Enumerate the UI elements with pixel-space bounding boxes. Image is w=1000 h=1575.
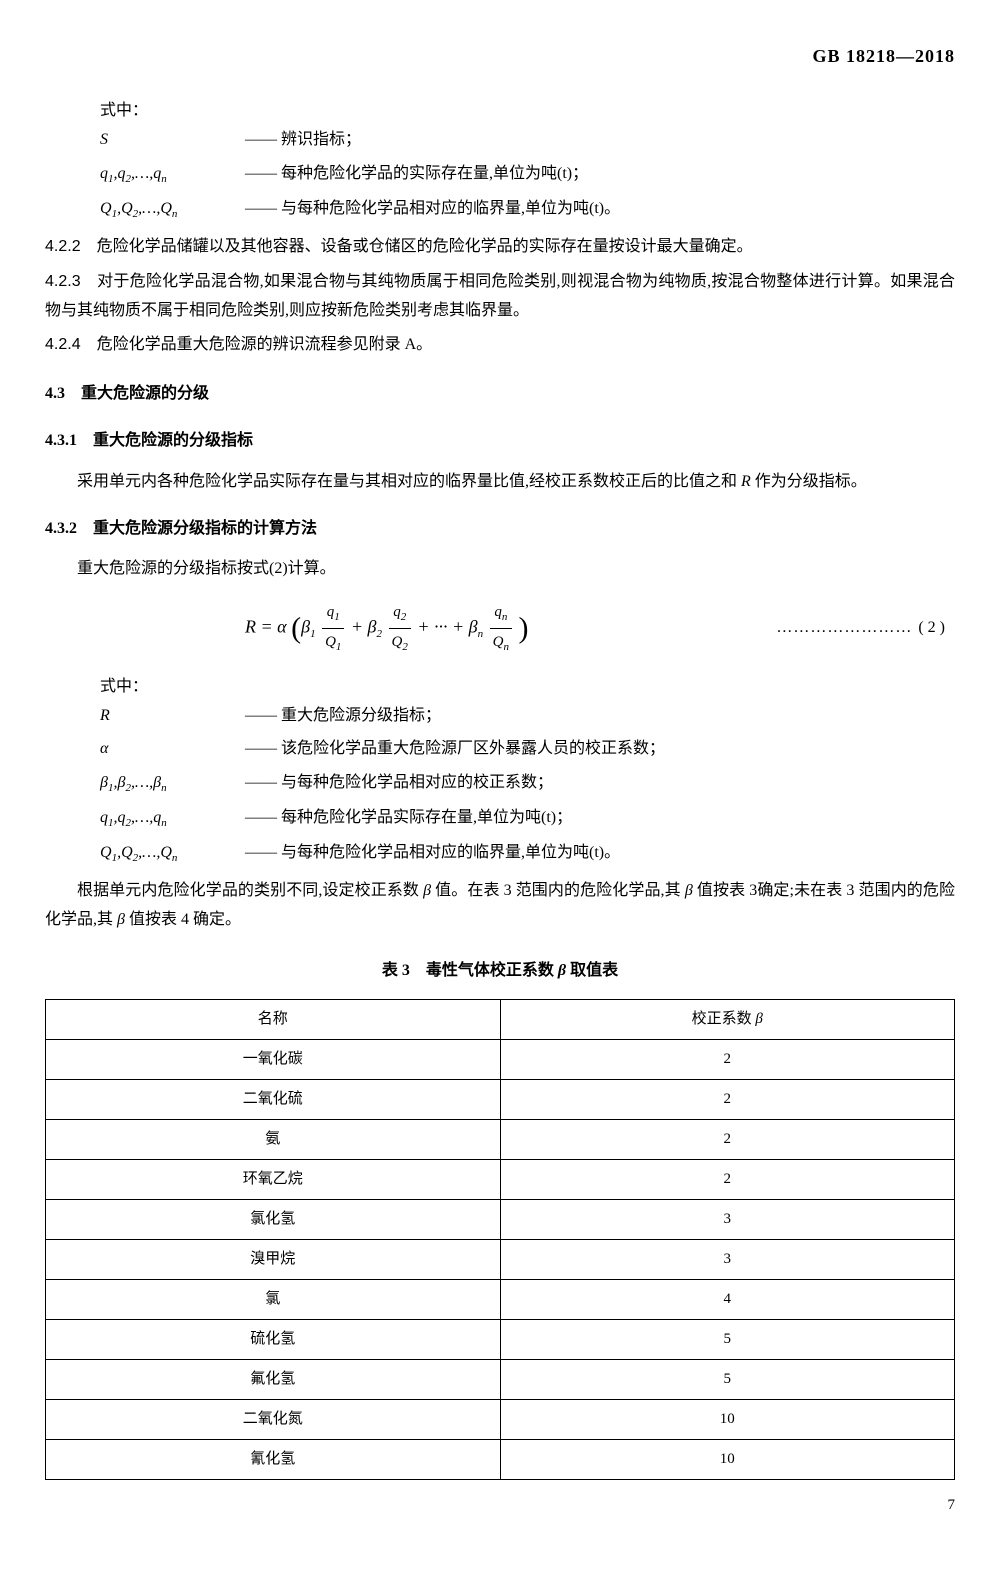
formula-number: ( 2 ) [918, 614, 955, 643]
def-text: ——与每种危险化学品相对应的校正系数； [245, 769, 553, 799]
page-number: 7 [45, 1492, 955, 1519]
standard-id: GB 18218—2018 [45, 40, 955, 72]
table-cell: 2 [500, 1080, 955, 1120]
defs-intro: 式中： [100, 97, 955, 126]
def-symbol: β1,β2,…,βn [100, 769, 245, 799]
section-4-3-2: 4.3.2 重大危险源分级指标的计算方法 [45, 515, 955, 544]
table-cell: 氰化氢 [46, 1440, 501, 1480]
table-row: 氨2 [46, 1120, 955, 1160]
table-row: 硫化氢5 [46, 1320, 955, 1360]
table-cell: 环氧乙烷 [46, 1160, 501, 1200]
table-row: 环氧乙烷2 [46, 1160, 955, 1200]
clause-4-2-4: 4.2.4 危险化学品重大危险源的辨识流程参见附录 A。 [45, 331, 955, 360]
table-header-row: 名称 校正系数 β [46, 1000, 955, 1040]
table-cell: 二氧化氮 [46, 1400, 501, 1440]
clause-4-2-2: 4.2.2 危险化学品储罐以及其他容器、设备或仓储区的危险化学品的实际存在量按设… [45, 233, 955, 262]
table-cell: 2 [500, 1120, 955, 1160]
def-row: q1,q2,…,qn ——每种危险化学品的实际存在量,单位为吨(t)； [100, 160, 955, 190]
para-4-3-1: 采用单元内各种危险化学品实际存在量与其相对应的临界量比值,经校正系数校正后的比值… [45, 468, 955, 497]
def-row: β1,β2,…,βn ——与每种危险化学品相对应的校正系数； [100, 769, 955, 799]
table-header: 校正系数 β [500, 1000, 955, 1040]
def-symbol: q1,q2,…,qn [100, 804, 245, 834]
table-row: 溴甲烷3 [46, 1240, 955, 1280]
table-cell: 氟化氢 [46, 1360, 501, 1400]
table-cell: 二氧化硫 [46, 1080, 501, 1120]
table-row: 二氧化硫2 [46, 1080, 955, 1120]
table-3: 名称 校正系数 β 一氧化碳2二氧化硫2氨2环氧乙烷2氯化氢3溴甲烷3氯4硫化氢… [45, 999, 955, 1480]
table-cell: 2 [500, 1040, 955, 1080]
table-header: 名称 [46, 1000, 501, 1040]
def-row: R ——重大危险源分级指标； [100, 702, 955, 731]
def-symbol: q1,q2,…,qn [100, 160, 245, 190]
table-cell: 一氧化碳 [46, 1040, 501, 1080]
table-cell: 4 [500, 1280, 955, 1320]
section-4-3: 4.3 重大危险源的分级 [45, 380, 955, 409]
table-cell: 5 [500, 1320, 955, 1360]
def-text: ——辨识指标； [245, 126, 361, 155]
table-cell: 3 [500, 1200, 955, 1240]
table-row: 氟化氢5 [46, 1360, 955, 1400]
def-row: α ——该危险化学品重大危险源厂区外暴露人员的校正系数； [100, 735, 955, 764]
def-row: q1,q2,…,qn ——每种危险化学品实际存在量,单位为吨(t)； [100, 804, 955, 834]
def-symbol: Q1,Q2,…,Qn [100, 195, 245, 225]
def-text: ——每种危险化学品实际存在量,单位为吨(t)； [245, 804, 572, 834]
formula-2: R = α (β1 q1Q1 + β2 q2Q2 + ··· + βn qnQn… [45, 599, 955, 658]
definitions-1: 式中： S ——辨识指标； q1,q2,…,qn ——每种危险化学品的实际存在量… [100, 97, 955, 225]
def-symbol: α [100, 735, 245, 764]
formula-dots: …………………… [528, 614, 918, 643]
defs-intro: 式中： [100, 673, 955, 702]
section-4-3-1: 4.3.1 重大危险源的分级指标 [45, 427, 955, 456]
def-symbol: Q1,Q2,…,Qn [100, 839, 245, 869]
table-row: 氰化氢10 [46, 1440, 955, 1480]
def-text: ——与每种危险化学品相对应的临界量,单位为吨(t)。 [245, 839, 620, 869]
clause-4-2-3: 4.2.3 对于危险化学品混合物,如果混合物与其纯物质属于相同危险类别,则视混合… [45, 268, 955, 326]
def-symbol: S [100, 126, 245, 155]
para-4-3-2: 重大危险源的分级指标按式(2)计算。 [45, 555, 955, 584]
table-row: 氯化氢3 [46, 1200, 955, 1240]
def-text: ——与每种危险化学品相对应的临界量,单位为吨(t)。 [245, 195, 620, 225]
table-cell: 溴甲烷 [46, 1240, 501, 1280]
definitions-2: 式中： R ——重大危险源分级指标； α ——该危险化学品重大危险源厂区外暴露人… [100, 673, 955, 869]
def-row: Q1,Q2,…,Qn ——与每种危险化学品相对应的临界量,单位为吨(t)。 [100, 839, 955, 869]
para-beta-note: 根据单元内危险化学品的类别不同,设定校正系数 β 值。在表 3 范围内的危险化学… [45, 877, 955, 935]
table-cell: 2 [500, 1160, 955, 1200]
def-row: Q1,Q2,…,Qn ——与每种危险化学品相对应的临界量,单位为吨(t)。 [100, 195, 955, 225]
table-cell: 3 [500, 1240, 955, 1280]
table-cell: 10 [500, 1400, 955, 1440]
table-cell: 氯化氢 [46, 1200, 501, 1240]
formula-expression: R = α (β1 q1Q1 + β2 q2Q2 + ··· + βn qnQn… [245, 599, 528, 658]
table-cell: 硫化氢 [46, 1320, 501, 1360]
def-text: ——该危险化学品重大危险源厂区外暴露人员的校正系数； [245, 735, 665, 764]
def-symbol: R [100, 702, 245, 731]
table-cell: 10 [500, 1440, 955, 1480]
table-cell: 氨 [46, 1120, 501, 1160]
def-text: ——每种危险化学品的实际存在量,单位为吨(t)； [245, 160, 588, 190]
table-cell: 氯 [46, 1280, 501, 1320]
def-row: S ——辨识指标； [100, 126, 955, 155]
table-3-title: 表 3 毒性气体校正系数 β 取值表 [45, 957, 955, 986]
table-cell: 5 [500, 1360, 955, 1400]
def-text: ——重大危险源分级指标； [245, 702, 441, 731]
table-row: 一氧化碳2 [46, 1040, 955, 1080]
table-row: 氯4 [46, 1280, 955, 1320]
table-row: 二氧化氮10 [46, 1400, 955, 1440]
